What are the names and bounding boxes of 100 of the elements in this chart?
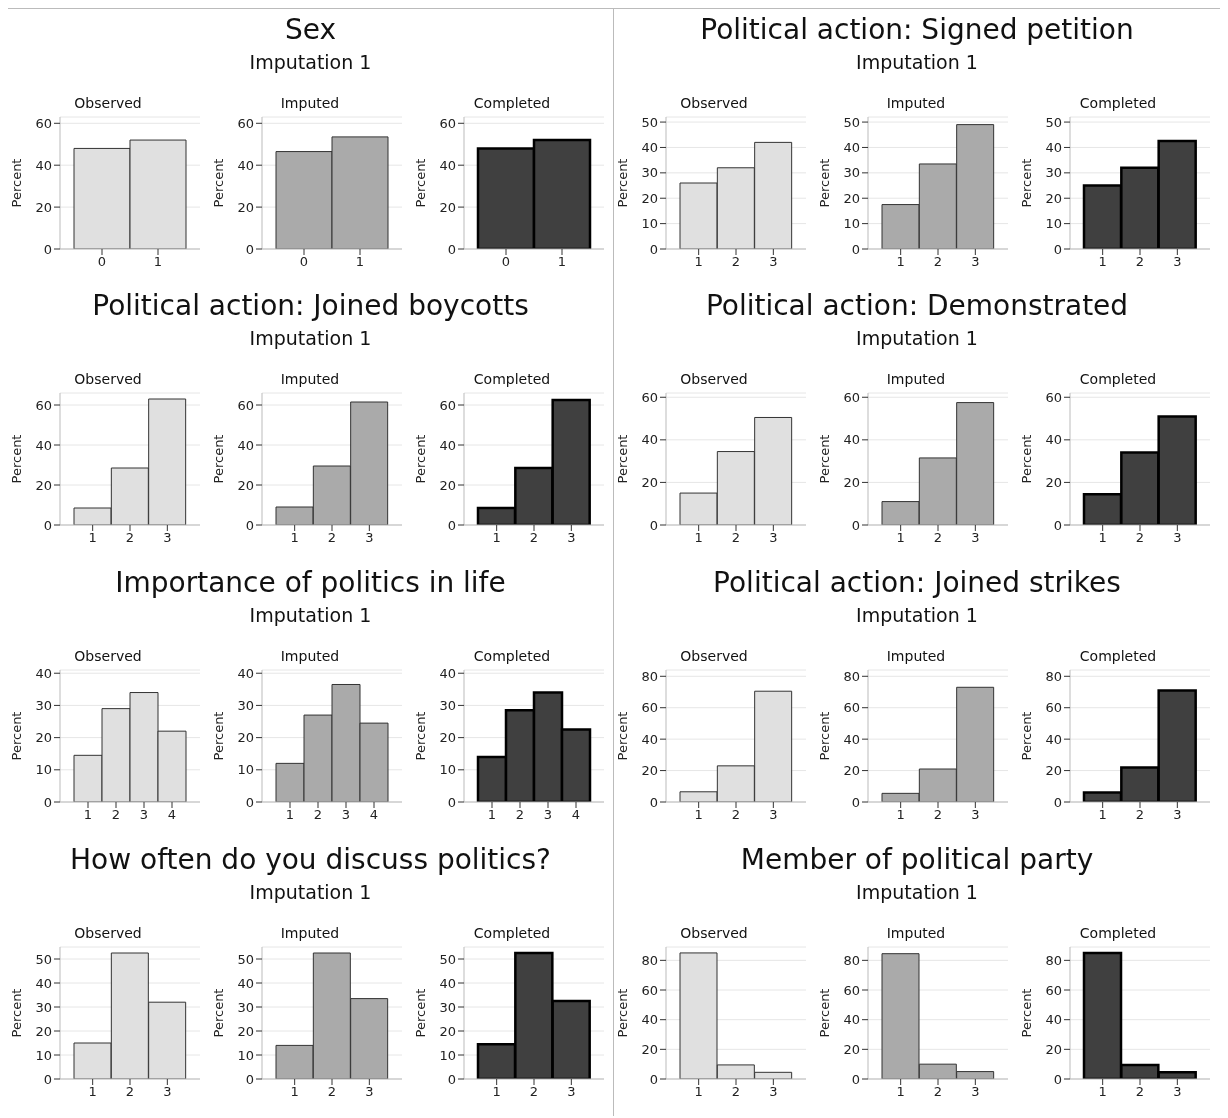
x-tick-label: 0 <box>501 254 511 270</box>
y-tick-label: 80 <box>641 952 658 968</box>
text: Imputation 1 <box>855 51 979 75</box>
y-tick-label: 30 <box>35 698 52 714</box>
x-tick-label: 1 <box>1098 254 1107 270</box>
y-axis-title: Percent <box>816 434 832 484</box>
y-tick-label: 20 <box>843 1041 860 1057</box>
y-tick-label: 50 <box>843 114 860 130</box>
y-tick-label: 10 <box>1045 216 1062 232</box>
chart-title: Imputed <box>279 648 341 666</box>
y-axis-title: Percent <box>816 988 832 1038</box>
x-tick-label: 2 <box>1135 530 1145 546</box>
y-tick-label: 40 <box>237 975 254 991</box>
text: Sex <box>283 12 338 48</box>
x-tick-label: 1 <box>694 807 703 823</box>
text: Imputation 1 <box>855 327 979 351</box>
x-tick-label: 3 <box>1173 1084 1182 1100</box>
y-axis-title: Percent <box>614 988 630 1038</box>
y-tick-label: 10 <box>641 216 658 232</box>
chart-title: Imputed <box>885 95 947 113</box>
x-tick-label: 2 <box>125 1084 135 1100</box>
x-tick-label: 3 <box>1173 254 1182 270</box>
y-tick-label: 0 <box>447 241 456 257</box>
y-tick-label: 40 <box>237 157 254 173</box>
y-tick-label: 20 <box>1045 763 1062 779</box>
y-tick-label: 40 <box>237 437 254 453</box>
chart-title: Completed <box>472 925 552 943</box>
x-tick-label: 3 <box>139 807 149 823</box>
y-tick-label: 20 <box>237 199 254 215</box>
y-tick-label: 40 <box>641 731 658 747</box>
y-tick-label: 20 <box>641 475 658 491</box>
x-tick-label: 2 <box>933 254 943 270</box>
y-tick-label: 40 <box>35 437 52 453</box>
x-tick-label: 1 <box>88 1084 97 1100</box>
text: Political action: Joined boycotts <box>91 288 530 324</box>
x-tick-label: 1 <box>355 254 365 270</box>
y-tick-label: 50 <box>35 951 52 967</box>
y-tick-label: 60 <box>1045 389 1062 405</box>
y-tick-label: 80 <box>1045 952 1062 968</box>
x-tick-label: 1 <box>896 254 905 270</box>
x-tick-label: 4 <box>571 807 581 823</box>
y-tick-label: 40 <box>641 140 658 156</box>
y-tick-label: 0 <box>649 517 658 533</box>
y-tick-label: 20 <box>843 763 860 779</box>
x-tick-label: 1 <box>1098 807 1107 823</box>
chart-title: Observed <box>73 925 143 943</box>
y-tick-label: 0 <box>851 241 860 257</box>
y-tick-label: 60 <box>439 397 456 413</box>
x-tick-label: 3 <box>365 530 374 546</box>
y-tick-label: 40 <box>641 432 658 448</box>
x-tick-label: 2 <box>111 807 121 823</box>
y-tick-label: 50 <box>439 951 456 967</box>
y-tick-label: 40 <box>35 665 52 681</box>
x-tick-label: 3 <box>163 1084 172 1100</box>
chart-title: Observed <box>679 925 749 943</box>
x-tick-label: 4 <box>369 807 379 823</box>
y-tick-label: 80 <box>843 668 860 684</box>
y-tick-label: 0 <box>245 517 254 533</box>
text: Imputation 1 <box>855 604 979 628</box>
x-tick-label: 3 <box>341 807 351 823</box>
y-tick-label: 10 <box>439 762 456 778</box>
text: Imputation 1 <box>248 604 373 628</box>
x-tick-label: 1 <box>285 807 295 823</box>
y-tick-label: 20 <box>1045 190 1062 206</box>
x-tick-label: 1 <box>290 1084 299 1100</box>
y-tick-label: 60 <box>237 115 254 131</box>
x-tick-label: 1 <box>1098 1084 1107 1100</box>
y-tick-label: 0 <box>649 1071 658 1087</box>
y-tick-label: 60 <box>843 982 860 998</box>
y-tick-label: 40 <box>843 731 860 747</box>
text: How often do you discuss politics? <box>69 842 552 878</box>
y-tick-label: 20 <box>35 477 52 493</box>
text: Imputation 1 <box>248 51 373 75</box>
y-tick-label: 40 <box>843 140 860 156</box>
x-tick-label: 2 <box>327 530 337 546</box>
x-tick-label: 3 <box>769 530 778 546</box>
x-tick-label: 1 <box>694 254 703 270</box>
y-tick-label: 30 <box>439 999 456 1015</box>
y-tick-label: 0 <box>1053 1071 1062 1087</box>
y-tick-label: 10 <box>237 762 254 778</box>
text: Political action: Signed petition <box>699 12 1135 48</box>
y-tick-label: 40 <box>843 1012 860 1028</box>
y-axis-title: Percent <box>210 434 226 484</box>
y-tick-label: 30 <box>35 999 52 1015</box>
x-tick-label: 2 <box>327 1084 337 1100</box>
y-tick-label: 40 <box>237 665 254 681</box>
y-tick-label: 0 <box>649 794 658 810</box>
y-tick-label: 20 <box>237 730 254 746</box>
y-tick-label: 0 <box>851 517 860 533</box>
y-axis-title: Percent <box>412 434 428 484</box>
y-tick-label: 40 <box>1045 1012 1062 1028</box>
x-tick-label: 2 <box>125 530 135 546</box>
x-tick-label: 2 <box>515 807 525 823</box>
y-tick-label: 40 <box>439 665 456 681</box>
chart-title: Observed <box>679 648 749 666</box>
y-tick-label: 50 <box>1045 114 1062 130</box>
y-tick-label: 0 <box>1053 241 1062 257</box>
x-tick-label: 3 <box>1173 807 1182 823</box>
y-tick-label: 60 <box>439 115 456 131</box>
x-tick-label: 1 <box>153 254 163 270</box>
